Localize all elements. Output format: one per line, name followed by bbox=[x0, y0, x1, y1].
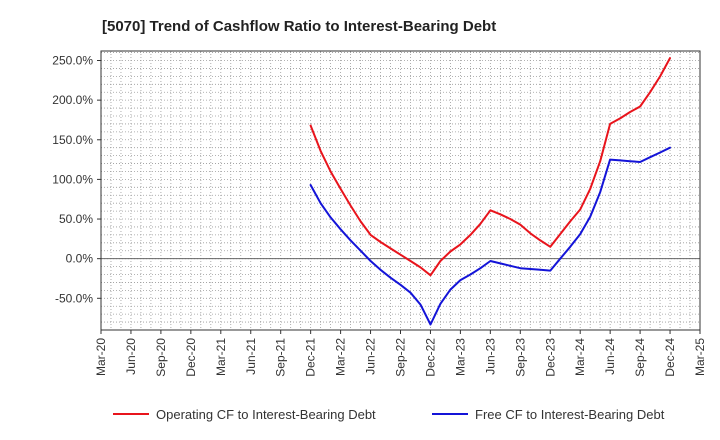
x-tick-label: Dec-20 bbox=[184, 338, 198, 377]
legend-label-1: Operating CF to Interest-Bearing Debt bbox=[156, 407, 376, 422]
y-tick-label: 100.0% bbox=[52, 172, 93, 186]
y-tick-label: 250.0% bbox=[52, 54, 93, 68]
x-tick-label: Dec-23 bbox=[543, 338, 557, 377]
x-tick-label: Mar-21 bbox=[214, 338, 228, 376]
series-line-1 bbox=[309, 57, 671, 277]
y-tick-label: 150.0% bbox=[52, 133, 93, 147]
x-tick-label: Mar-22 bbox=[334, 338, 348, 376]
x-tick-label: Sep-21 bbox=[274, 338, 288, 377]
x-tick-label: Mar-25 bbox=[693, 338, 707, 376]
x-tick-label: Dec-22 bbox=[423, 338, 437, 377]
x-tick-label: Dec-24 bbox=[663, 338, 677, 377]
y-tick-label: 200.0% bbox=[52, 93, 93, 107]
x-tick-label: Mar-23 bbox=[453, 338, 467, 376]
x-tick-label: Sep-23 bbox=[513, 338, 527, 377]
plot-area: -50.0% 0.0% 50.0% 100.0% 150.0% 200.0% 250.0% M… bbox=[52, 50, 707, 377]
chart-title: [5070] Trend of Cashflow Ratio to Intere… bbox=[102, 18, 496, 35]
x-tick-label: Sep-22 bbox=[394, 338, 408, 377]
x-tick-label: Jun-23 bbox=[483, 338, 497, 375]
x-tick-label: Dec-21 bbox=[304, 338, 318, 377]
series-line-2 bbox=[309, 146, 671, 326]
x-tick-label: Mar-20 bbox=[94, 338, 108, 376]
y-tick-label: -50.0% bbox=[55, 291, 93, 305]
x-tick-label: Jun-22 bbox=[364, 338, 378, 375]
x-tick-label: Sep-24 bbox=[633, 338, 647, 377]
x-tick-label: Jun-21 bbox=[244, 338, 258, 375]
x-tick-label: Jun-20 bbox=[124, 338, 138, 375]
x-tick-label: Sep-20 bbox=[154, 338, 168, 377]
y-tick-label: 0.0% bbox=[66, 252, 94, 266]
x-tick-label: Jun-24 bbox=[603, 338, 617, 375]
legend-label-2: Free CF to Interest-Bearing Debt bbox=[475, 407, 665, 422]
x-tick-label: Mar-24 bbox=[573, 338, 587, 376]
legend: Operating CF to Interest-Bearing Debt Fre… bbox=[113, 407, 665, 422]
y-tick-label: 50.0% bbox=[59, 212, 93, 226]
